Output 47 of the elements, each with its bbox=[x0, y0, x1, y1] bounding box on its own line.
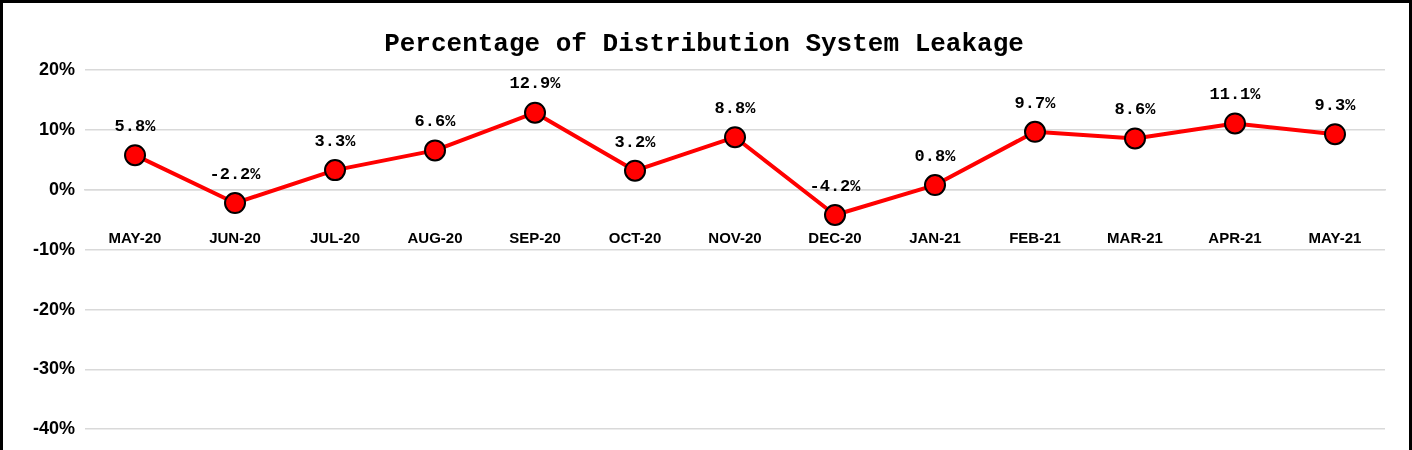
y-tick-label: -40% bbox=[32, 418, 76, 439]
y-tick-label: 10% bbox=[38, 119, 76, 139]
x-tick-label: DEC-20 bbox=[808, 229, 862, 247]
point bbox=[1224, 112, 1246, 135]
x-tick-label: OCT-20 bbox=[608, 229, 662, 247]
point bbox=[824, 204, 847, 226]
point bbox=[224, 192, 247, 215]
x-tick-label: JUL-20 bbox=[310, 229, 361, 247]
y-tick-label: -10% bbox=[32, 238, 76, 259]
point bbox=[724, 126, 747, 149]
data-label: -2.2% bbox=[209, 164, 262, 184]
data-label: 8.6% bbox=[1114, 100, 1157, 120]
x-tick-label: JAN-21 bbox=[909, 229, 961, 247]
data-label: -4.2% bbox=[809, 176, 862, 196]
x-tick-label: FEB-21 bbox=[1009, 229, 1061, 247]
data-label: 9.7% bbox=[1014, 93, 1057, 113]
y-tick-label: 0% bbox=[49, 178, 76, 199]
point bbox=[524, 101, 547, 124]
y-tick-label: 20% bbox=[38, 59, 76, 80]
chart-title: Percentage of Distribution System Leakage bbox=[384, 29, 1024, 60]
data-label: 8.8% bbox=[714, 98, 757, 118]
x-tick-label: MAY-20 bbox=[108, 229, 162, 247]
point bbox=[124, 144, 147, 167]
point bbox=[1124, 127, 1146, 150]
data-label: 3.3% bbox=[314, 131, 357, 151]
data-label: 12.9% bbox=[509, 74, 562, 94]
point bbox=[1024, 120, 1047, 143]
point bbox=[324, 159, 347, 182]
data-label: 11.1% bbox=[1209, 85, 1262, 105]
data-label: 0.8% bbox=[914, 146, 957, 166]
x-tick-label: MAR-21 bbox=[1107, 229, 1163, 247]
point bbox=[424, 139, 447, 162]
x-tick-label: MAY-21 bbox=[1308, 229, 1362, 247]
point bbox=[624, 159, 647, 182]
data-label: 9.3% bbox=[1314, 96, 1357, 115]
data-label: 3.2% bbox=[614, 132, 657, 152]
point bbox=[1324, 123, 1346, 146]
x-tick-label: AUG-20 bbox=[407, 229, 463, 247]
x-tick-label: SEP-20 bbox=[509, 229, 561, 247]
y-tick-label: -20% bbox=[32, 298, 76, 319]
data-label: 5.8% bbox=[114, 116, 157, 136]
x-tick-label: NOV-20 bbox=[708, 229, 762, 247]
x-tick-label: JUN-20 bbox=[209, 229, 261, 247]
y-tick-label: -30% bbox=[32, 358, 76, 379]
data-label: 6.6% bbox=[414, 112, 457, 132]
point bbox=[924, 174, 947, 197]
x-tick-label: APR-21 bbox=[1208, 229, 1262, 247]
